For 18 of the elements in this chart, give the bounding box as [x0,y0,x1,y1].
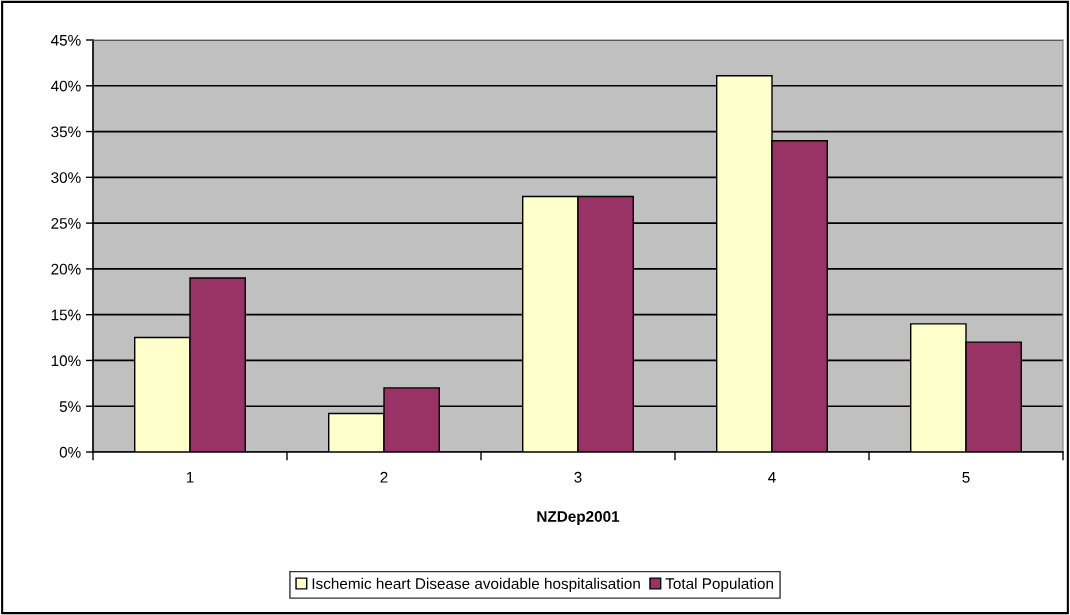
y-tick-label: 35% [51,126,81,138]
x-tick-label: 3 [574,471,582,483]
legend-label: Total Population [665,577,773,593]
y-tick-label: 25% [51,217,81,229]
x-axis-title: NZDep2001 [537,511,620,525]
y-tick-label: 10% [51,355,81,367]
y-tick-label: 5% [59,401,81,412]
legend-label: Ischemic heart Disease avoidable hospitalisation [312,577,640,593]
y-tick-label: 45% [50,34,81,46]
y-tick-label: 20% [51,263,81,275]
y-tick-label: 40% [50,80,81,92]
y-tick-label: 30% [51,172,81,184]
x-tick-label: 4 [768,472,776,483]
x-tick-label: 5 [962,472,970,483]
y-tick-label: 0% [59,446,81,458]
x-tick-label: 1 [186,472,194,483]
x-tick-label: 2 [380,471,388,483]
y-tick-label: 15% [51,309,81,321]
